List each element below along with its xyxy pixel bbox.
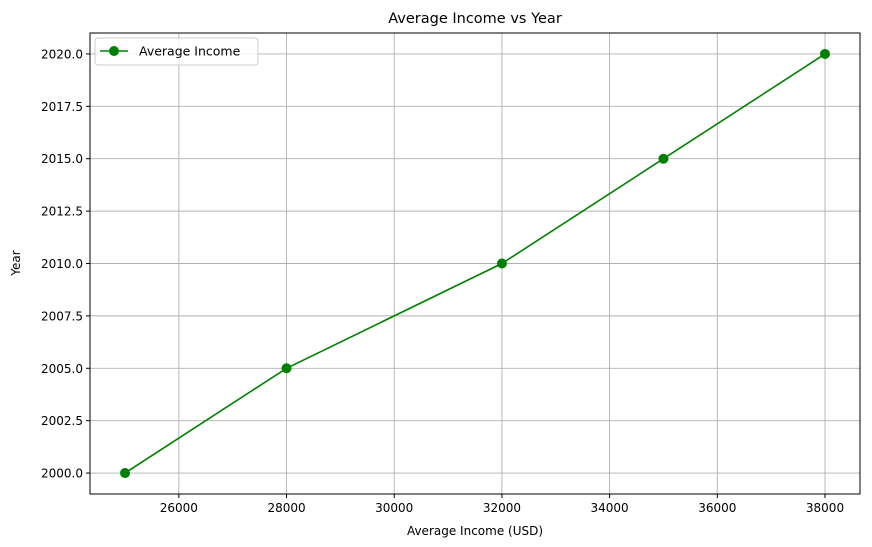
ticks: 26000 28000 30000 32000 34000 36000 38000 2000.…	[41, 47, 844, 515]
y-tick-label: 2000.0	[41, 467, 83, 481]
x-tick-label: 28000	[267, 501, 305, 515]
y-tick-label: 2015.0	[41, 152, 83, 166]
x-tick-label: 38000	[806, 501, 844, 515]
chart-title: Average Income vs Year	[388, 11, 562, 27]
y-tick-label: 2017.5	[41, 100, 83, 114]
data-point	[820, 48, 830, 59]
data-point	[496, 258, 507, 269]
legend-label: Average Income	[139, 44, 241, 59]
legend-marker	[109, 46, 119, 56]
data-point	[120, 468, 130, 479]
x-tick-label: 26000	[160, 501, 198, 515]
legend: Average Income	[94, 37, 259, 66]
y-tick-label: 2002.5	[41, 414, 83, 428]
y-tick-label: 2012.5	[41, 205, 83, 219]
y-tick-label: 2005.0	[41, 362, 83, 376]
series-layer	[120, 48, 830, 479]
x-tick-label: 32000	[483, 501, 521, 515]
y-tick-label: 2010.0	[41, 257, 83, 271]
x-axis-label: Average Income (USD)	[407, 524, 543, 538]
y-tick-label: 2020.0	[41, 47, 83, 61]
x-tick-label: 30000	[375, 501, 413, 515]
x-tick-label: 36000	[698, 501, 736, 515]
data-point	[658, 153, 669, 164]
data-point	[281, 363, 292, 374]
y-tick-label: 2007.5	[41, 309, 83, 323]
y-axis-label: Year	[9, 250, 23, 276]
legend-box	[94, 37, 259, 66]
x-tick-label: 34000	[591, 501, 629, 515]
grid	[90, 33, 860, 494]
